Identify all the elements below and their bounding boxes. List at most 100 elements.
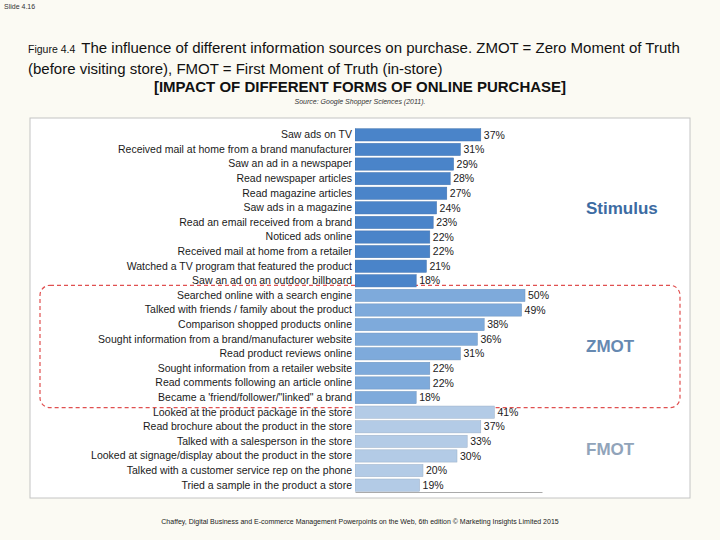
y-tick: Noticed ads online <box>266 230 353 242</box>
y-tick-label: Talked with a salesperson in the store <box>177 435 352 447</box>
y-axis: Saw ads on TV Received mail at home from … <box>91 128 352 490</box>
y-tick: Tried a sample in the product a store <box>181 479 352 491</box>
y-tick: Comparison shopped products online <box>178 318 352 330</box>
bar <box>355 479 420 491</box>
y-tick-label: Read comments following an article onlin… <box>155 376 352 388</box>
y-tick: Read comments following an article onlin… <box>155 376 352 388</box>
y-tick-label: Sought information from a brand/manufact… <box>98 333 352 345</box>
y-tick-label: Saw ads on TV <box>281 128 352 140</box>
data-label: 21% <box>429 260 450 272</box>
y-tick: Talked with friends / family about the p… <box>145 303 352 315</box>
y-tick-label: Read an email received from a brand <box>179 216 352 228</box>
data-label: 37% <box>484 420 505 432</box>
bar <box>355 158 454 170</box>
y-tick: Talked with a customer service rep on th… <box>127 464 352 476</box>
footer: Chaffey, Digital Business and E-commerce… <box>0 518 720 525</box>
legend-entry: ZMOT <box>586 337 635 356</box>
bar <box>355 275 416 287</box>
y-tick-label: Sought information from a retailer websi… <box>158 362 353 374</box>
bar <box>355 129 481 141</box>
highlight-box <box>40 285 680 407</box>
data-label: 22% <box>433 362 454 374</box>
bar <box>355 406 494 418</box>
y-tick: Became a 'friend/follower/"linked" a bra… <box>158 391 352 403</box>
y-tick: Read magazine articles <box>242 187 352 199</box>
y-tick-label: Comparison shopped products online <box>178 318 352 330</box>
legend-entry: FMOT <box>586 440 635 459</box>
bar <box>355 377 430 389</box>
y-tick: Watched a TV program that featured the p… <box>127 260 352 272</box>
data-label: 30% <box>460 450 481 462</box>
y-tick: Saw ads in a magazine <box>243 201 352 213</box>
chart-subtitle: [IMPACT OF DIFFERENT FORMS OF ONLINE PUR… <box>0 78 720 95</box>
chart-title: The influence of different information s… <box>28 39 680 77</box>
x-axis-line <box>356 492 543 493</box>
data-label: 28% <box>453 172 474 184</box>
legend-entry: Stimulus <box>586 199 658 218</box>
y-tick: Read newspaper articles <box>236 172 352 184</box>
source-note: Source: Google Shopper Sciences (2011). <box>0 98 720 105</box>
y-tick-label: Tried a sample in the product a store <box>181 479 352 491</box>
y-tick-label: Read brochure about the product in the s… <box>143 420 352 432</box>
y-tick: Talked with a salesperson in the store <box>177 435 352 447</box>
data-label: 37% <box>484 129 505 141</box>
figure-label: Figure 4.4 <box>28 43 75 55</box>
data-label: 33% <box>470 435 491 447</box>
data-label: 41% <box>497 406 518 418</box>
y-tick: Looked at signage/display about the prod… <box>91 449 352 461</box>
bar <box>355 304 522 316</box>
data-label: 31% <box>463 143 484 155</box>
y-tick-label: Searched online with a search engine <box>177 289 352 301</box>
data-label: 27% <box>450 187 471 199</box>
bar <box>355 187 447 199</box>
bar <box>355 450 457 462</box>
y-tick: Searched online with a search engine <box>177 289 352 301</box>
data-label: 49% <box>525 304 546 316</box>
y-tick-label: Saw an ad in a newspaper <box>228 157 352 169</box>
bar <box>355 143 460 155</box>
y-tick: Looked at the product package in the sto… <box>153 406 352 418</box>
data-label: 22% <box>433 377 454 389</box>
bar <box>355 435 467 447</box>
y-tick-label: Saw an ad on an outdoor billboard <box>192 274 352 286</box>
bar <box>355 202 437 214</box>
y-tick-label: Received mail at home from a brand manuf… <box>118 143 353 155</box>
y-tick-label: Looked at signage/display about the prod… <box>91 449 352 461</box>
data-label: 50% <box>528 289 549 301</box>
y-tick: Saw ads on TV <box>281 128 352 140</box>
bar <box>355 362 430 374</box>
bar <box>355 216 433 228</box>
y-tick-label: Watched a TV program that featured the p… <box>127 260 352 272</box>
data-label: 18% <box>419 391 440 403</box>
bar <box>355 245 430 257</box>
y-tick: Saw an ad on an outdoor billboard <box>192 274 352 286</box>
y-tick: Sought information from a brand/manufact… <box>98 333 352 345</box>
y-tick: Read product reviews online <box>220 347 353 359</box>
bar <box>355 391 416 403</box>
data-labels: 37%31%29%28%27%24%23%22%22%21%18%50%49%3… <box>419 129 549 491</box>
bar <box>355 173 450 185</box>
y-tick-label: Read product reviews online <box>220 347 353 359</box>
bar <box>355 318 484 330</box>
y-tick-label: Received mail at home from a retailer <box>178 245 353 257</box>
data-label: 23% <box>436 216 457 228</box>
y-tick-label: Looked at the product package in the sto… <box>153 406 352 418</box>
y-tick: Sought information from a retailer websi… <box>158 362 353 374</box>
y-tick-label: Talked with a customer service rep on th… <box>127 464 352 476</box>
data-label: 29% <box>457 158 478 170</box>
chart-frame <box>30 118 690 498</box>
y-tick: Received mail at home from a retailer <box>178 245 353 257</box>
data-label: 22% <box>433 231 454 243</box>
y-tick-label: Read magazine articles <box>242 187 352 199</box>
data-label: 31% <box>463 347 484 359</box>
bar <box>355 421 481 433</box>
data-label: 20% <box>426 464 447 476</box>
slide-number: Slide 4.16 <box>4 3 35 10</box>
data-label: 19% <box>423 479 444 491</box>
bar <box>355 464 423 476</box>
bar <box>355 231 430 243</box>
y-tick: Saw an ad in a newspaper <box>228 157 352 169</box>
bar <box>355 348 460 360</box>
y-tick: Read brochure about the product in the s… <box>143 420 352 432</box>
bar <box>355 289 525 301</box>
